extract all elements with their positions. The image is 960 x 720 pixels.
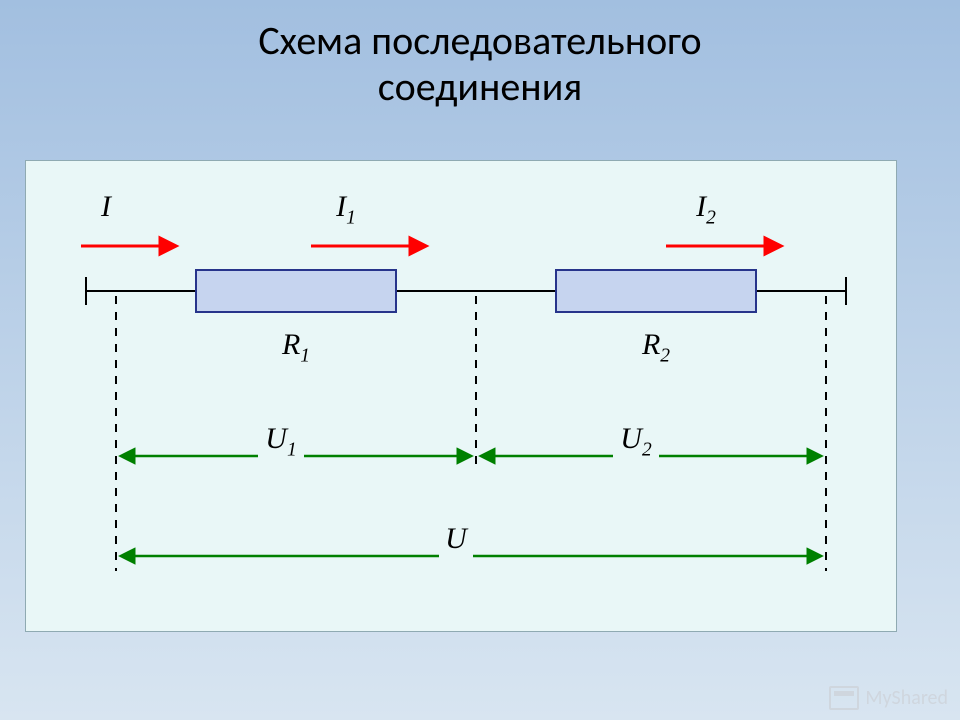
current-label-1: I1	[335, 190, 356, 229]
voltage-label-1-0: U	[445, 522, 469, 555]
presentation-icon	[829, 686, 859, 710]
watermark-text: MyShared	[865, 686, 948, 710]
resistor-label-2: R2	[641, 328, 670, 367]
current-label-2: I2	[695, 190, 716, 229]
current-label-0: I	[100, 190, 113, 223]
resistor-2	[556, 270, 756, 312]
page-title: Схема последовательного соединения	[0, 0, 960, 110]
circuit-svg: R1R2II1I2U1U2U	[26, 161, 896, 631]
resistor-1	[196, 270, 396, 312]
watermark: MyShared	[829, 686, 948, 710]
resistor-label-1: R1	[281, 328, 310, 367]
circuit-diagram-panel: R1R2II1I2U1U2U	[25, 160, 897, 632]
title-line-1: Схема последовательного	[0, 18, 960, 64]
title-line-2: соединения	[0, 64, 960, 110]
